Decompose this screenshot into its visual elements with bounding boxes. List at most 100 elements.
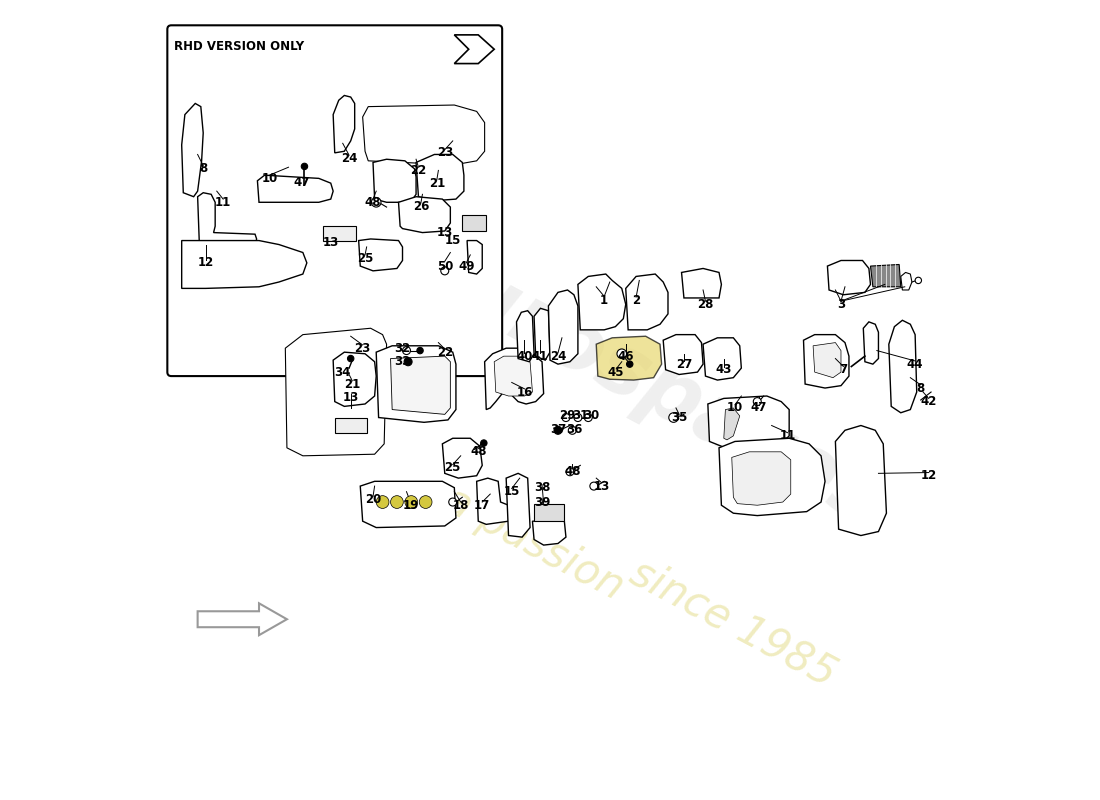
Circle shape (404, 358, 412, 366)
Text: since 1985: since 1985 (623, 551, 844, 695)
Text: 48: 48 (470, 446, 486, 458)
Circle shape (417, 347, 424, 354)
Circle shape (376, 496, 389, 509)
Polygon shape (285, 328, 386, 456)
Text: 28: 28 (697, 298, 714, 311)
Text: 42: 42 (921, 395, 937, 408)
Polygon shape (532, 521, 565, 545)
Text: 43: 43 (716, 363, 732, 376)
Text: 12: 12 (198, 256, 213, 270)
Text: 23: 23 (437, 146, 453, 159)
Text: eurospares: eurospares (394, 225, 898, 543)
Text: 26: 26 (412, 200, 429, 213)
Text: 27: 27 (675, 358, 692, 370)
Text: 21: 21 (429, 177, 444, 190)
Polygon shape (398, 197, 450, 233)
Text: 11: 11 (780, 430, 795, 442)
Text: 13: 13 (342, 391, 359, 404)
Polygon shape (835, 426, 887, 535)
Text: 25: 25 (356, 251, 373, 265)
Polygon shape (494, 356, 532, 396)
Text: 10: 10 (727, 402, 744, 414)
Circle shape (403, 346, 410, 354)
Text: 31: 31 (572, 410, 588, 422)
Circle shape (301, 163, 308, 170)
Polygon shape (870, 265, 901, 286)
Circle shape (562, 414, 570, 422)
Circle shape (565, 468, 574, 476)
FancyBboxPatch shape (167, 26, 503, 376)
Polygon shape (827, 261, 870, 294)
Polygon shape (454, 35, 494, 63)
Circle shape (405, 496, 418, 509)
Polygon shape (889, 320, 916, 413)
Polygon shape (363, 105, 485, 165)
Polygon shape (549, 290, 578, 364)
Text: 11: 11 (214, 196, 231, 209)
Circle shape (590, 482, 597, 490)
Text: 18: 18 (452, 498, 469, 512)
Text: RHD VERSION ONLY: RHD VERSION ONLY (174, 40, 304, 54)
Polygon shape (333, 95, 354, 153)
Polygon shape (376, 346, 455, 422)
Polygon shape (596, 336, 661, 380)
Text: 24: 24 (550, 350, 566, 362)
Bar (322, 226, 356, 241)
Polygon shape (901, 273, 912, 290)
Polygon shape (703, 338, 741, 380)
Circle shape (669, 413, 679, 422)
Text: 45: 45 (608, 366, 625, 378)
Polygon shape (257, 175, 333, 202)
Text: 8: 8 (916, 382, 925, 394)
Polygon shape (864, 322, 879, 364)
Text: 47: 47 (750, 402, 767, 414)
Polygon shape (390, 356, 450, 414)
Text: 13: 13 (322, 236, 339, 249)
Text: 39: 39 (534, 495, 550, 509)
Polygon shape (517, 310, 535, 362)
Text: 40: 40 (516, 350, 532, 362)
Polygon shape (198, 603, 287, 635)
Text: 1: 1 (601, 294, 608, 307)
Text: 15: 15 (444, 234, 461, 247)
Text: 44: 44 (906, 358, 923, 370)
Circle shape (449, 498, 456, 506)
Polygon shape (732, 452, 791, 506)
Polygon shape (803, 334, 849, 388)
Polygon shape (813, 342, 842, 378)
Circle shape (617, 349, 627, 358)
Circle shape (372, 198, 381, 207)
Bar (535, 504, 564, 521)
Circle shape (584, 414, 592, 422)
Text: 30: 30 (583, 410, 600, 422)
Text: 48: 48 (365, 196, 382, 209)
Text: 21: 21 (344, 378, 361, 390)
Text: 8: 8 (199, 162, 207, 175)
Circle shape (348, 355, 354, 362)
Text: 34: 34 (334, 366, 351, 378)
Polygon shape (182, 241, 307, 288)
Circle shape (574, 414, 582, 422)
Text: 7: 7 (839, 363, 847, 376)
Circle shape (419, 496, 432, 509)
Text: 25: 25 (444, 462, 461, 474)
Text: 47: 47 (293, 176, 309, 189)
Polygon shape (333, 352, 376, 406)
Text: 46: 46 (617, 350, 634, 362)
Circle shape (915, 278, 922, 284)
Text: 19: 19 (403, 498, 419, 512)
Circle shape (481, 440, 487, 446)
Text: a passion: a passion (437, 478, 631, 608)
Text: 24: 24 (341, 152, 358, 165)
Text: 12: 12 (921, 470, 937, 482)
Text: 17: 17 (474, 498, 491, 512)
Text: 49: 49 (458, 259, 474, 273)
Polygon shape (359, 239, 403, 271)
Polygon shape (535, 308, 550, 360)
Text: 2: 2 (632, 294, 640, 307)
Text: 22: 22 (410, 164, 427, 177)
Circle shape (554, 426, 562, 434)
Circle shape (390, 496, 404, 509)
Text: 33: 33 (395, 355, 410, 368)
Text: 36: 36 (565, 423, 582, 436)
